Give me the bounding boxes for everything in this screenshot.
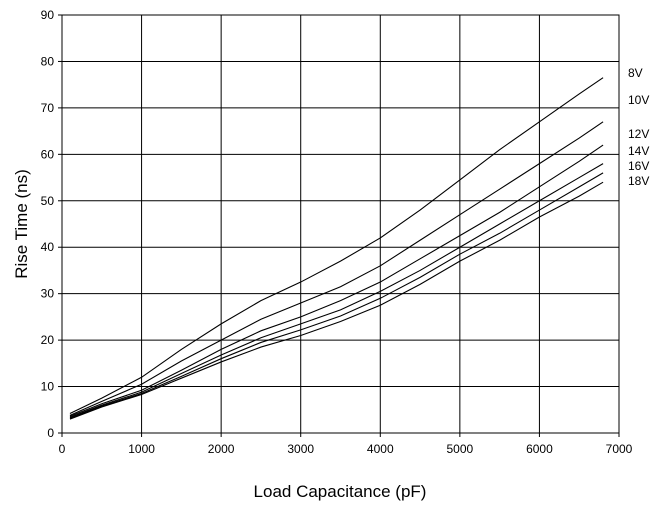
y-tick-label: 60 [41,147,55,161]
x-tick-label: 2000 [208,442,235,456]
series-label-10v: 10V [628,93,649,107]
y-tick-label: 50 [41,194,55,208]
y-tick-label: 40 [41,240,55,254]
series-label-18v: 18V [628,174,649,188]
y-tick-label: 10 [41,380,55,394]
series-line-18v [69,181,604,420]
series-label-8v: 8V [628,66,643,80]
y-tick-label: 0 [47,426,54,440]
series-line-10v [69,121,604,416]
y-tick-label: 30 [41,287,55,301]
series-line-16v [69,172,604,419]
y-axis-title: Rise Time (ns) [12,169,31,279]
series-line-14v [69,163,604,418]
x-tick-label: 0 [59,442,66,456]
series-lines [69,77,604,420]
x-tick-label: 6000 [526,442,553,456]
x-axis-ticks: 0 1000 2000 3000 4000 5000 6000 7000 [59,433,633,456]
series-line-12v [69,144,604,417]
x-tick-label: 3000 [287,442,314,456]
series-label-12v: 12V [628,127,649,141]
x-axis-title: Load Capacitance (pF) [254,482,427,501]
series-label-16v: 16V [628,159,649,173]
y-tick-label: 80 [41,54,55,68]
series-line-8v [69,77,604,414]
x-tick-label: 5000 [447,442,474,456]
x-tick-label: 7000 [606,442,633,456]
x-tick-label: 1000 [128,442,155,456]
y-tick-label: 90 [41,8,55,22]
y-tick-label: 20 [41,333,55,347]
y-axis-ticks: 0 10 20 30 40 50 60 70 80 90 [41,8,62,440]
grid [62,15,619,433]
series-label-14v: 14V [628,144,649,158]
x-tick-label: 4000 [367,442,394,456]
plot-area [61,14,620,434]
y-tick-label: 70 [41,101,55,115]
